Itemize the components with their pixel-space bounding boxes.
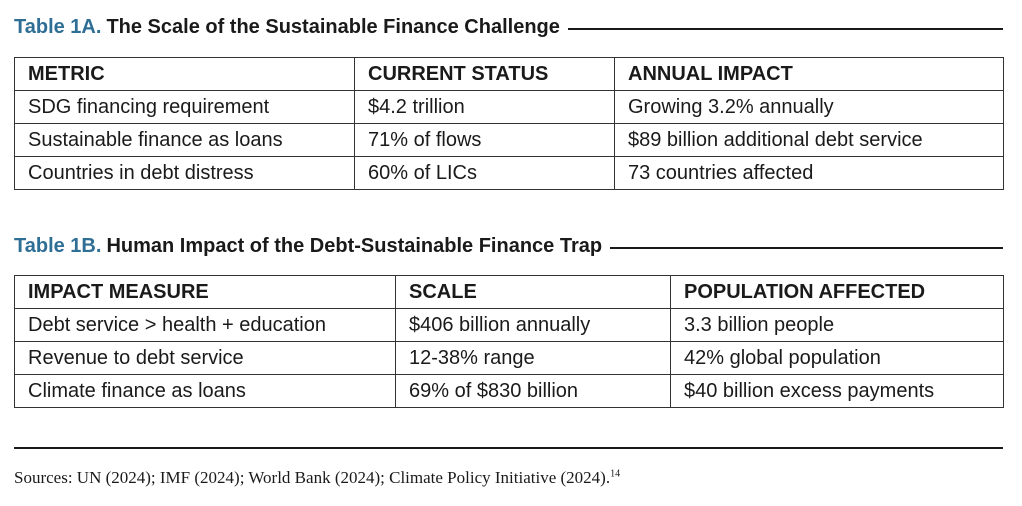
- table-cell: 60% of LICs: [354, 156, 615, 190]
- column-header-scale: SCALE: [395, 275, 671, 309]
- table-1a-number: Table 1A.: [14, 16, 102, 38]
- sources-note: Sources: UN (2024); IMF (2024); World Ba…: [14, 468, 620, 488]
- table-cell: SDG financing requirement: [14, 90, 355, 124]
- footer-divider: [14, 447, 1003, 449]
- table-cell: $89 billion additional debt service: [614, 123, 1004, 157]
- table-1b-title: Human Impact of the Debt-Sustainable Fin…: [106, 235, 603, 257]
- sources-text: Sources: UN (2024); IMF (2024); World Ba…: [14, 468, 611, 487]
- table-1b-number: Table 1B.: [14, 235, 102, 257]
- column-header-population-affected: POPULATION AFFECTED: [670, 275, 1004, 309]
- table-cell: Debt service > health + education: [14, 308, 396, 342]
- table-header-row: METRIC CURRENT STATUS ANNUAL IMPACT: [14, 57, 1004, 91]
- table-cell: $4.2 trillion: [354, 90, 615, 124]
- table-cell: Growing 3.2% annually: [614, 90, 1004, 124]
- table-row: Debt service > health + education $406 b…: [14, 308, 1004, 342]
- table-cell: Sustainable finance as loans: [14, 123, 355, 157]
- table-cell: 71% of flows: [354, 123, 615, 157]
- table-cell: $406 billion annually: [395, 308, 671, 342]
- table-row: Climate finance as loans 69% of $830 bil…: [14, 374, 1004, 408]
- column-header-impact-measure: IMPACT MEASURE: [14, 275, 396, 309]
- table-row: Countries in debt distress 60% of LICs 7…: [14, 156, 1004, 190]
- table-cell: Countries in debt distress: [14, 156, 355, 190]
- table-1a-title: The Scale of the Sustainable Finance Cha…: [106, 16, 560, 38]
- table-1a-title-rule: [567, 28, 1003, 30]
- column-header-annual-impact: ANNUAL IMPACT: [614, 57, 1004, 91]
- table-cell: 42% global population: [670, 341, 1004, 375]
- table-header-row: IMPACT MEASURE SCALE POPULATION AFFECTED: [14, 275, 1004, 309]
- table-1b-heading: Table 1B. Human Impact of the Debt-Susta…: [14, 235, 1003, 258]
- column-header-current-status: CURRENT STATUS: [354, 57, 615, 91]
- table-cell: 12-38% range: [395, 341, 671, 375]
- table-1a: METRIC CURRENT STATUS ANNUAL IMPACT SDG …: [14, 57, 1004, 190]
- document-page: Table 1A. The Scale of the Sustainable F…: [14, 0, 1004, 506]
- table-cell: Revenue to debt service: [14, 341, 396, 375]
- table-cell: 3.3 billion people: [670, 308, 1004, 342]
- table-cell: 73 countries affected: [614, 156, 1004, 190]
- table-1a-heading: Table 1A. The Scale of the Sustainable F…: [14, 16, 1003, 39]
- table-cell: Climate finance as loans: [14, 374, 396, 408]
- table-row: Revenue to debt service 12-38% range 42%…: [14, 341, 1004, 375]
- table-1b-title-rule: [610, 247, 1003, 249]
- table-cell: $40 billion excess payments: [670, 374, 1004, 408]
- footnote-marker: 14: [610, 468, 621, 480]
- table-row: Sustainable finance as loans 71% of flow…: [14, 123, 1004, 157]
- table-row: SDG financing requirement $4.2 trillion …: [14, 90, 1004, 124]
- table-1b: IMPACT MEASURE SCALE POPULATION AFFECTED…: [14, 275, 1004, 408]
- table-cell: 69% of $830 billion: [395, 374, 671, 408]
- column-header-metric: METRIC: [14, 57, 355, 91]
